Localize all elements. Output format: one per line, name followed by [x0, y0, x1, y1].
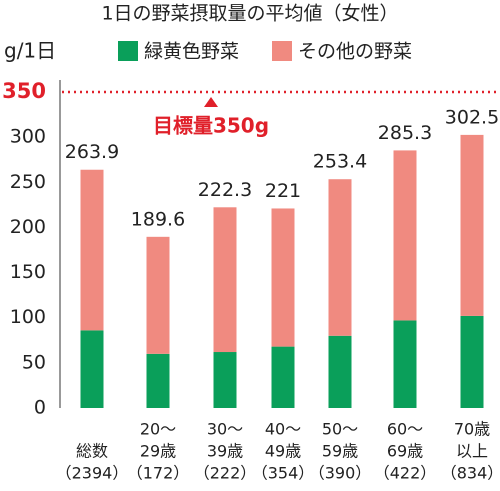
- x-tick-label: 69歳: [387, 442, 423, 461]
- total-label: 222.3: [198, 179, 252, 201]
- x-tick-label: 総数: [76, 442, 108, 461]
- bar-segment: [146, 236, 170, 354]
- y-tick-label: 150: [10, 261, 46, 283]
- bar-segment: [271, 208, 295, 347]
- x-tick-label: 70歳: [454, 420, 490, 439]
- target-tick-label: 350: [2, 79, 46, 103]
- x-tick-label: 29歳: [140, 442, 176, 461]
- bar-segment: [213, 352, 237, 408]
- bar-segment: [213, 207, 237, 353]
- x-tick-label: 59歳: [322, 442, 358, 461]
- legend-swatch: [118, 41, 138, 61]
- bar-segment: [460, 315, 484, 408]
- total-label: 263.9: [65, 141, 119, 163]
- total-label: 285.3: [378, 122, 432, 144]
- total-label: 302.5: [445, 106, 499, 128]
- chart-title: 1日の野菜摂取量の平均値（女性）: [101, 3, 398, 25]
- bar-segment: [80, 169, 104, 331]
- x-tick-label: （354）: [252, 464, 315, 483]
- bar-segment: [80, 330, 104, 408]
- x-tick-label: （422）: [374, 464, 437, 483]
- bar-segment: [328, 179, 352, 336]
- total-label: 253.4: [313, 151, 367, 173]
- x-tick-label: （172）: [127, 464, 190, 483]
- x-tick-label: 49歳: [265, 442, 301, 461]
- y-tick-label: 50: [22, 351, 46, 373]
- x-tick-label: 30～: [207, 420, 243, 439]
- x-tick-label: 40～: [265, 420, 301, 439]
- x-tick-label: （390）: [309, 464, 372, 483]
- target-arrow: [204, 97, 218, 107]
- bar-segment: [393, 320, 417, 408]
- x-tick-label: 39歳: [207, 442, 243, 461]
- x-tick-label: 60～: [387, 420, 423, 439]
- target-annotation: 目標量350g: [153, 114, 269, 138]
- total-label: 221: [265, 180, 301, 202]
- x-tick-label: 以上: [456, 442, 488, 461]
- bar-segment: [460, 134, 484, 316]
- legend-label: 緑黄色野菜: [144, 41, 239, 63]
- bar-segment: [393, 150, 417, 321]
- x-tick-label: （2394）: [56, 464, 129, 483]
- y-axis-label: g/1日: [4, 39, 56, 63]
- bar-segment: [271, 346, 295, 408]
- bar-segment: [146, 353, 170, 408]
- x-tick-label: （834）: [441, 464, 500, 483]
- x-tick-label: （222）: [194, 464, 257, 483]
- y-tick-label: 250: [10, 171, 46, 193]
- y-tick-label: 300: [10, 126, 46, 148]
- x-tick-label: 20～: [140, 420, 176, 439]
- x-tick-label: 50～: [322, 420, 358, 439]
- bar-segment: [328, 335, 352, 408]
- total-label: 189.6: [131, 208, 185, 230]
- y-tick-label: 0: [34, 397, 46, 419]
- legend-swatch: [272, 41, 292, 61]
- y-tick-label: 100: [10, 306, 46, 328]
- y-tick-label: 200: [10, 216, 46, 238]
- legend-label: その他の野菜: [298, 41, 412, 63]
